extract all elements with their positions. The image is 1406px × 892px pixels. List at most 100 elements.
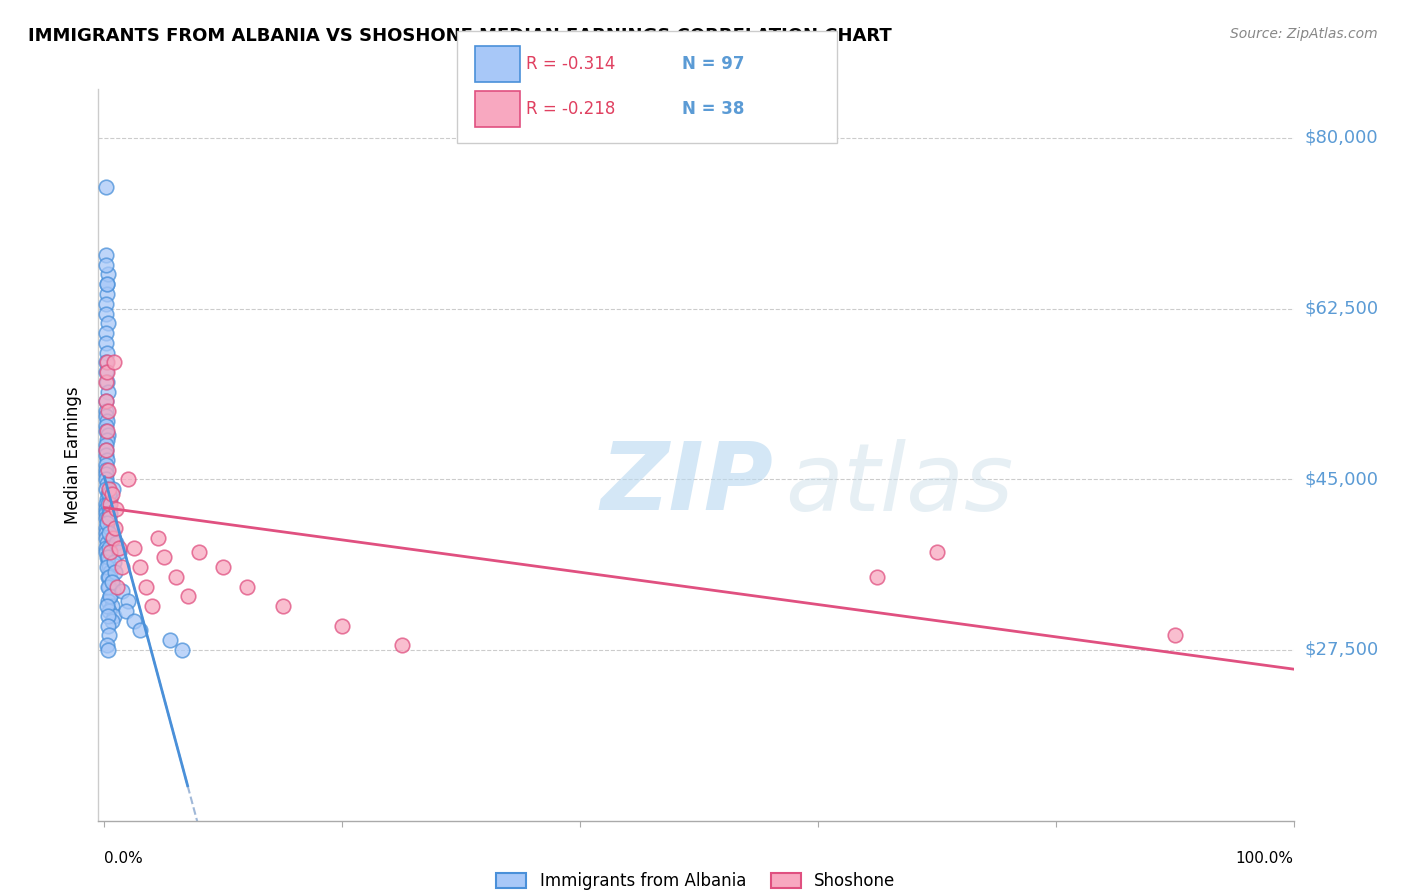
- Point: [98, 580, 121, 594]
- Point: [94, 443, 117, 458]
- Point: [129, 624, 152, 638]
- Point: [330, 618, 353, 632]
- Point: [98, 604, 121, 618]
- Point: [98, 491, 121, 506]
- Point: [94, 394, 117, 409]
- Text: N = 38: N = 38: [682, 100, 744, 118]
- Point: [103, 555, 125, 569]
- Point: [94, 306, 117, 320]
- Point: [96, 277, 118, 292]
- Point: [94, 409, 117, 423]
- Point: [97, 608, 120, 623]
- Point: [101, 482, 124, 496]
- Point: [100, 574, 122, 589]
- Point: [925, 545, 948, 559]
- Point: [96, 345, 118, 359]
- Point: [141, 599, 163, 613]
- Text: R = -0.314: R = -0.314: [526, 55, 616, 73]
- Point: [97, 555, 120, 569]
- Point: [129, 560, 152, 574]
- Point: [188, 545, 211, 559]
- Point: [94, 467, 117, 482]
- Point: [94, 375, 117, 389]
- Point: [94, 365, 117, 379]
- Point: [97, 268, 120, 282]
- Point: [98, 560, 121, 574]
- Point: [98, 521, 121, 535]
- Point: [97, 618, 120, 632]
- Point: [96, 365, 118, 379]
- Point: [153, 550, 176, 565]
- Point: [96, 535, 118, 549]
- Point: [97, 462, 120, 476]
- Text: $27,500: $27,500: [1305, 641, 1379, 659]
- Point: [97, 497, 120, 511]
- Point: [94, 448, 117, 462]
- Point: [103, 355, 125, 369]
- Point: [105, 535, 128, 549]
- Point: [94, 482, 117, 496]
- Point: [117, 472, 139, 486]
- Point: [107, 580, 129, 594]
- Point: [96, 287, 118, 301]
- Point: [96, 414, 118, 428]
- Point: [96, 638, 118, 652]
- Point: [165, 570, 187, 584]
- Point: [94, 258, 117, 272]
- Point: [96, 550, 118, 565]
- Point: [94, 531, 117, 545]
- Point: [94, 462, 117, 476]
- Text: R = -0.218: R = -0.218: [526, 100, 616, 118]
- Point: [97, 428, 120, 442]
- Point: [98, 570, 121, 584]
- Point: [97, 643, 120, 657]
- Point: [98, 482, 121, 496]
- Point: [97, 511, 120, 525]
- Point: [97, 316, 120, 330]
- Point: [94, 418, 117, 433]
- Text: N = 97: N = 97: [682, 55, 744, 73]
- Point: [98, 545, 121, 559]
- Point: [122, 541, 145, 555]
- Point: [97, 404, 120, 418]
- Point: [98, 628, 121, 642]
- Point: [98, 487, 121, 501]
- Point: [104, 521, 127, 535]
- Point: [98, 525, 121, 540]
- Point: [98, 497, 121, 511]
- Point: [111, 560, 134, 574]
- Point: [94, 507, 117, 521]
- Point: [94, 458, 117, 472]
- Point: [170, 643, 193, 657]
- Point: [96, 477, 118, 491]
- Point: [94, 438, 117, 452]
- Point: [100, 599, 122, 613]
- Point: [94, 404, 117, 418]
- Text: IMMIGRANTS FROM ALBANIA VS SHOSHONE MEDIAN EARNINGS CORRELATION CHART: IMMIGRANTS FROM ALBANIA VS SHOSHONE MEDI…: [28, 27, 891, 45]
- Point: [122, 614, 145, 628]
- Text: $80,000: $80,000: [1305, 129, 1378, 147]
- Point: [96, 516, 118, 531]
- Point: [391, 638, 413, 652]
- Point: [97, 594, 120, 608]
- Y-axis label: Median Earnings: Median Earnings: [65, 386, 83, 524]
- Point: [94, 525, 117, 540]
- Point: [98, 511, 121, 525]
- Point: [97, 580, 120, 594]
- Point: [96, 599, 118, 613]
- Point: [96, 516, 118, 531]
- Point: [96, 434, 118, 448]
- Point: [94, 424, 117, 438]
- Point: [98, 590, 121, 604]
- Point: [101, 584, 124, 599]
- Point: [104, 565, 127, 579]
- Point: [103, 608, 125, 623]
- Point: [94, 521, 117, 535]
- Point: [107, 545, 129, 559]
- Point: [100, 531, 122, 545]
- Point: [176, 590, 198, 604]
- Point: [94, 511, 117, 525]
- Point: [94, 248, 117, 262]
- Point: [101, 531, 124, 545]
- Point: [94, 335, 117, 350]
